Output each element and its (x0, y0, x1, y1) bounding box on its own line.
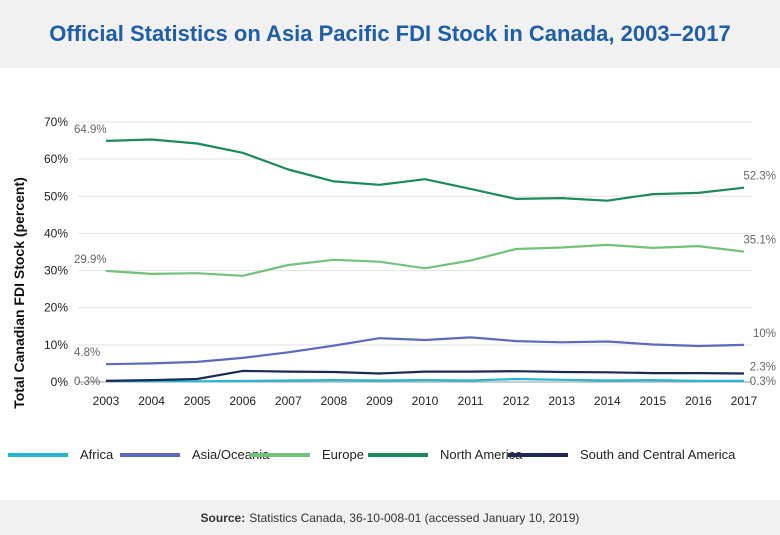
y-tick-label: 50% (44, 189, 68, 203)
legend-label: Asia/Oceania (192, 447, 270, 462)
data-label: 64.9% (74, 124, 107, 136)
data-label: 10% (753, 328, 776, 340)
source-note: Source: Statistics Canada, 36-10-008-01 … (0, 500, 780, 535)
line-chart: 0% 10% 20% 30% 40% 50% 60% 70% 2003 2004 2005 2006… (11, 115, 776, 409)
legend-item: South and Central America (508, 447, 735, 462)
legend-label: Africa (80, 447, 114, 462)
x-tick-label: 2013 (548, 394, 575, 408)
data-label: 35.1% (743, 235, 776, 247)
x-tick-label: 2016 (685, 394, 712, 408)
x-tick-label: 2006 (229, 394, 256, 408)
legend-item: Asia/Oceania (120, 447, 269, 462)
legend-item: Europe (250, 447, 364, 462)
legend-label: North America (440, 447, 523, 462)
legend-item: North America (368, 447, 522, 462)
x-tick-label: 2010 (412, 394, 439, 408)
y-axis-ticks: 0% 10% 20% 30% 40% 50% 60% 70% (44, 115, 68, 389)
data-label: 52.3% (743, 171, 776, 183)
x-tick-label: 2003 (93, 394, 120, 408)
source-text: Statistics Canada, 36-10-008-01 (accesse… (249, 510, 580, 525)
data-label: 2.3% (750, 361, 776, 373)
series-line-north-america (105, 138, 745, 202)
y-tick-label: 40% (44, 226, 68, 240)
x-tick-label: 2009 (366, 394, 393, 408)
x-tick-label: 2004 (138, 394, 165, 408)
title-bar: Official Statistics on Asia Pacific FDI … (0, 0, 780, 68)
data-label: 29.9% (74, 254, 107, 266)
legend-item: Africa (8, 447, 113, 462)
series-line-africa (105, 377, 744, 383)
y-tick-label: 70% (44, 115, 68, 129)
y-axis-label: Total Canadian FDI Stock (percent) (11, 177, 27, 409)
y-tick-label: 10% (44, 338, 68, 352)
series-line-south-and-central-america (105, 369, 745, 382)
x-axis-ticks: 2003 2004 2005 2006 2007 2008 2009 2010 2011 2012… (93, 394, 758, 408)
x-tick-label: 2005 (184, 394, 211, 408)
series-line-asia-oceania (105, 336, 745, 366)
x-tick-label: 2008 (321, 394, 348, 408)
x-tick-label: 2007 (275, 394, 302, 408)
x-tick-label: 2012 (503, 394, 530, 408)
legend-swatch (120, 452, 180, 457)
grid-lines (78, 121, 752, 383)
legend-label: South and Central America (580, 447, 736, 462)
legend: Africa Asia/Oceania Europe North America Sou… (0, 447, 780, 473)
x-tick-label: 2011 (458, 394, 484, 408)
legend-swatch (250, 452, 310, 457)
data-labels: 64.9% 52.3% 29.9% 35.1% 4.8% 10% 0.3% 2.3% 0.3% (74, 124, 776, 388)
x-tick-label: 2015 (640, 394, 667, 408)
x-tick-label: 2017 (731, 394, 758, 408)
x-tick-label: 2014 (594, 394, 621, 408)
data-label: 0.3% (750, 376, 776, 388)
data-label: 0.3% (74, 376, 100, 388)
y-tick-label: 0% (51, 375, 69, 389)
chart-title: Official Statistics on Asia Pacific FDI … (49, 21, 731, 46)
legend-swatch (8, 452, 68, 457)
y-tick-label: 20% (44, 301, 68, 315)
y-tick-label: 30% (44, 264, 68, 278)
legend-swatch (508, 452, 568, 457)
y-tick-label: 60% (44, 152, 68, 166)
series-line-europe (105, 243, 745, 277)
source-label: Source: (200, 510, 246, 525)
legend-swatch (368, 452, 428, 457)
legend-label: Europe (322, 447, 364, 462)
series-lines (105, 138, 745, 383)
data-label: 4.8% (74, 347, 100, 359)
